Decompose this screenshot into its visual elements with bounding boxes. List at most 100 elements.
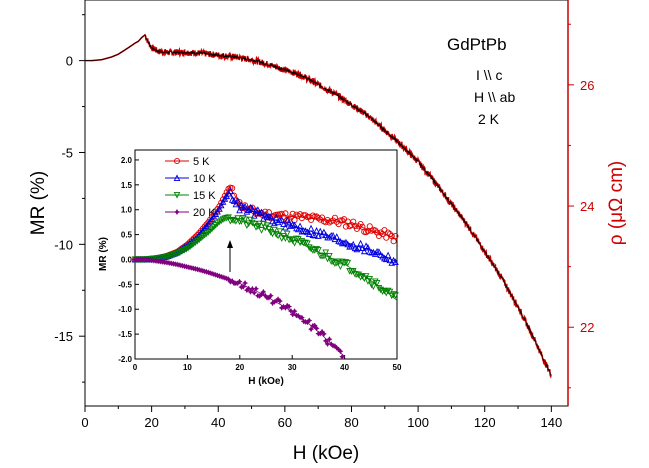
inset-data-point (392, 232, 399, 240)
inset-data-point (390, 238, 397, 245)
inset-data-point (265, 209, 272, 216)
inset-data-point (267, 213, 275, 221)
inset-data-point (219, 198, 227, 205)
inset-data-point (374, 229, 381, 236)
inset-data-point (370, 283, 377, 291)
inset-data-point (315, 215, 322, 222)
inset-data-point (291, 239, 298, 247)
inset-x-tick-label: 0 (133, 363, 138, 372)
inset-data-point (375, 285, 383, 292)
inset-data-point (249, 219, 256, 227)
inset-data-point (384, 251, 392, 259)
inset-data-point (342, 259, 350, 266)
inset-data-point (305, 230, 313, 238)
inset-data-point (313, 325, 320, 332)
inset-data-point (297, 211, 304, 218)
inset-data-point (331, 260, 339, 267)
inset-data-point (296, 222, 304, 230)
inset-data-point (381, 287, 388, 295)
inset-data-point (260, 288, 267, 295)
inset-data-point (239, 203, 247, 211)
legend-swatch-marker (173, 208, 181, 216)
inset-data-point (344, 259, 352, 267)
main-y-tick-label: -5 (61, 145, 73, 160)
inset-data-point (335, 221, 342, 228)
inset-data-point (302, 212, 309, 219)
inset-data-point (283, 216, 291, 224)
inset-data-point (263, 213, 271, 220)
inset-data-point (265, 225, 273, 233)
main-y2-tick-label: 26 (580, 78, 594, 93)
inset-data-point (349, 267, 357, 275)
inset-data-point (287, 307, 295, 315)
inset-data-point (280, 213, 287, 220)
inset-data-point (289, 210, 296, 217)
inset-x-axis-label: H (kOe) (248, 376, 284, 387)
inset-data-point (335, 237, 342, 245)
legend-label: 5 K (193, 156, 210, 168)
main-x-axis-label: H (kOe) (293, 443, 360, 464)
inset-data-point (329, 231, 337, 239)
inset-y-tick-label: 0.5 (121, 231, 133, 240)
inset-data-point (282, 210, 289, 217)
inset-data-point (293, 235, 300, 243)
inset-data-point (315, 247, 322, 254)
inset-data-point (335, 258, 342, 266)
inset-data-point (232, 200, 240, 208)
main-x-tick-label: 100 (407, 415, 429, 430)
inset-data-point (258, 227, 265, 234)
main-x-tick-label: 40 (211, 415, 225, 430)
inset-data-point (337, 263, 344, 271)
inset-data-point (313, 226, 320, 234)
inset-data-point (388, 232, 395, 240)
inset-data-point (342, 223, 349, 230)
inset-data-point (229, 185, 236, 192)
inset-data-point (236, 278, 243, 285)
inset-data-point (371, 278, 379, 286)
inset-data-point (322, 249, 330, 257)
inset-data-point (320, 228, 328, 236)
inset-data-point (221, 215, 229, 223)
inset-data-point (287, 236, 295, 243)
main-curve-group (85, 33, 552, 379)
inset-data-point (267, 292, 274, 299)
inset-data-point (285, 236, 293, 244)
inset-data-point (241, 216, 249, 224)
inset-data-point (251, 289, 258, 296)
inset-x-tick-label: 50 (393, 363, 402, 372)
main-y-tick-label: 0 (66, 54, 73, 69)
inset-data-point (386, 256, 394, 264)
inset-data-point (280, 220, 287, 228)
inset-x-tick-label: 20 (235, 363, 244, 372)
inset-data-point (294, 225, 302, 233)
inset-y-tick-label: -2.0 (118, 355, 132, 364)
inset-data-point (384, 287, 392, 295)
inset-data-point (241, 202, 249, 210)
inset-data-point (240, 283, 247, 290)
inset-data-point (256, 209, 264, 217)
inset-data-point (320, 330, 328, 337)
main-y2-tick-label: 22 (580, 320, 594, 335)
inset-data-point (377, 286, 385, 294)
legend-label: 20 K (193, 207, 216, 219)
inset-data-point (263, 222, 271, 230)
inset-data-point (313, 245, 320, 253)
annotation-temperature: 2 K (478, 111, 500, 127)
inset-data-point (383, 234, 390, 241)
inset-data-point (319, 214, 326, 221)
inset-data-point (379, 230, 386, 238)
inset-data-point (245, 220, 253, 228)
inset-data-point (216, 205, 223, 212)
inset-data-point (272, 213, 280, 221)
inset-data-point (355, 244, 363, 251)
annotation-current: I \\ c (476, 67, 502, 83)
inset-data-point (348, 222, 355, 229)
legend-label: 10 K (193, 173, 216, 185)
inset-data-point (250, 212, 258, 219)
arrow-annotation (227, 240, 233, 272)
inset-data-point (316, 227, 324, 235)
inset-data-point (298, 314, 306, 321)
inset-data-point (368, 281, 375, 289)
main-x-tick-label: 20 (144, 415, 158, 430)
